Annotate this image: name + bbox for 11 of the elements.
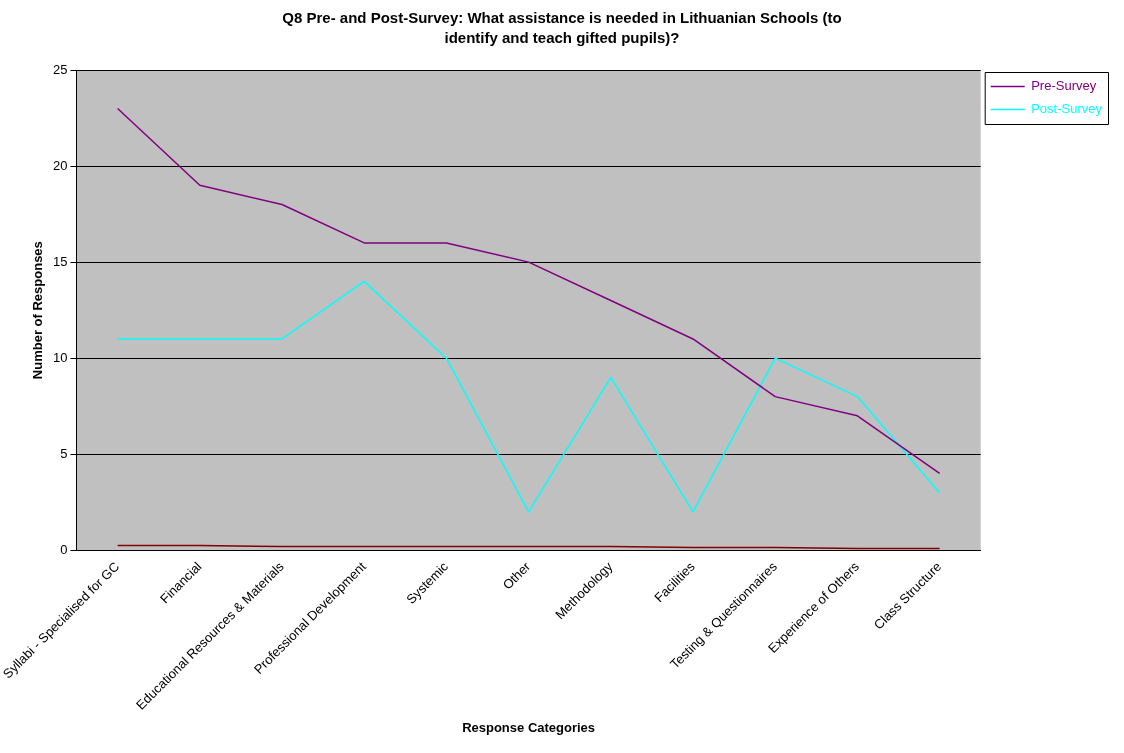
y-tick-label: 15 [53,253,68,269]
legend-label: Post-Survey [1031,101,1103,117]
y-tick-label: 5 [60,445,68,461]
y-tick-label: 25 [53,61,68,77]
y-axis-title: Number of Responses [29,241,45,380]
chart-title: Q8 Pre- and Post-Survey: What assistance is needed in Lithuanian Schools (to identify and teach gifted pupils)? [282,8,842,48]
x-axis-title: Response Categories [462,719,596,735]
y-tick-label: 0 [60,541,68,557]
y-tick-label: 20 [53,157,68,173]
legend-label: Pre-Survey [1031,78,1097,94]
y-tick-label: 10 [53,349,68,365]
